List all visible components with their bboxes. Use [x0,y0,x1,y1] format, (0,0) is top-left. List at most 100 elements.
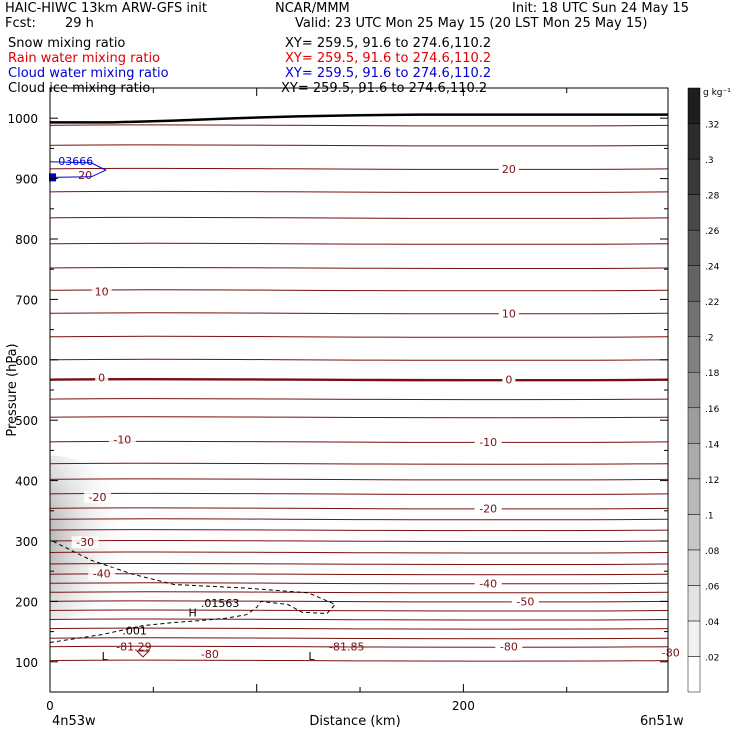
extremum-L: L [308,650,315,663]
value-label: .01563 [201,597,240,610]
colorbar-tick-label: .14 [705,440,720,450]
x-tick-label: 0 [46,699,54,713]
temperature-contour [50,600,668,603]
init-time: Init: 18 UTC Sun 24 May 15 [512,1,689,16]
temperature-contour [50,659,668,662]
contour-label: 10 [502,307,516,320]
temperature-contour [50,518,668,521]
field-xy-snow: XY= 259.5, 91.6 to 274.6,110.2 [285,36,492,51]
temperature-contour [50,539,668,543]
colorbar-tick-label: .24 [705,263,720,273]
colorbar-tick-label: .02 [705,653,719,663]
low-marker [135,650,151,658]
temperature-contour [50,144,668,147]
y-tick-label: 500 [15,414,38,428]
value-label: 03666 [58,155,93,168]
contour-label-bg [71,536,99,549]
temperature-contour [50,478,668,481]
field-label-rain: Rain water mixing ratio [8,51,161,66]
contour-label-bg [498,307,519,320]
colorbar-segment [687,371,701,409]
contour-label: -10 [113,434,131,447]
contour-label: -40 [93,568,111,581]
y-tick-label: 700 [15,293,38,307]
contour-label: 20 [502,163,516,176]
contour-label-bg [474,502,502,515]
forecast-hour: 29 h [65,16,94,31]
temperature-contour [50,416,668,419]
run-title: HAIC-HIWC 13km ARW-GFS init [5,1,207,16]
contour-label-bg [511,595,539,608]
colorbar-segment [687,656,701,693]
colorbar-segment [687,158,701,195]
temperature-contour [50,529,668,532]
colorbar-unit: g kg⁻¹ [703,88,731,98]
colorbar-segment [687,229,701,266]
colorbar-tick-label: .26 [705,227,720,237]
temperature-contour [50,462,668,465]
colorbar-tick-label: .16 [705,405,720,415]
contour-label: -20 [479,502,497,515]
y-tick-label: 1000 [7,112,38,126]
contour-label: 0 [505,374,512,387]
colorbar-segment [687,407,701,444]
contour-label-bg [95,371,109,384]
y-axis-label: Pressure (hPa) [5,343,20,436]
field-xy-rain: XY= 259.5, 91.6 to 274.6,110.2 [285,51,492,66]
temperature-contour [50,289,668,292]
valid-time: Valid: 23 UTC Mon 25 May 15 (20 LST Mon … [295,16,648,31]
contour-label: -20 [89,491,107,504]
colorbar-segment [687,443,701,480]
temperature-contour [50,582,668,585]
contour-label-bg [502,373,516,386]
temperature-contour [50,335,668,338]
y-tick-label: 200 [15,595,38,609]
colorbar-segment [687,478,701,515]
colorbar-tick-label: .12 [705,476,719,486]
colorbar-segment [687,87,701,124]
temperature-contour [50,358,668,361]
contour-label-bg [495,640,523,653]
y-tick-label: 800 [15,233,38,247]
temperature-contour [50,398,668,401]
value-label: -81.29 [116,641,151,654]
terrain-line [50,113,668,124]
colorbar-segment [687,336,701,373]
cloud-water-max [49,173,56,182]
contour-label-bg [88,567,116,580]
colorbar-tick-label: .08 [705,547,720,557]
colorbar-tick-label: .2 [705,334,714,344]
contour-label: -40 [479,577,497,590]
temperature-contour [50,492,668,495]
temperature-contour [50,167,668,170]
y-tick-label: 400 [15,475,38,489]
field-xy-cloud-water: XY= 259.5, 91.6 to 274.6,110.2 [285,66,492,81]
contour-label-bg [108,433,136,446]
value-label: -80 [662,647,680,660]
value-label: -80 [201,648,219,661]
temperature-contour [50,507,668,510]
colorbar-segment [687,123,701,160]
cloud-ice-contour [50,539,337,643]
temperature-contour [50,562,668,566]
org-label: NCAR/MMM [275,1,350,16]
field-label-cloud-water: Cloud water mixing ratio [8,66,169,81]
temperature-contour [50,618,668,621]
colorbar-tick-label: .1 [705,511,714,521]
temperature-contour [50,377,668,382]
temperature-contour [50,216,668,219]
colorbar-segment [687,300,701,337]
colorbar-tick-label: .3 [705,156,714,166]
temperature-contour [50,551,668,554]
contour-label: 20 [78,169,92,182]
y-tick-label: 300 [15,535,38,549]
contour-label: 10 [95,286,109,299]
colorbar-segment [687,620,701,657]
x-tick-label: 200 [452,699,475,713]
temperature-contour [50,312,668,315]
contour-label-bg [84,490,112,503]
contour-label: 0 [98,371,105,384]
temperature-contour [50,124,668,127]
contour-label-bg [91,285,112,298]
y-tick-label: 900 [15,173,38,187]
